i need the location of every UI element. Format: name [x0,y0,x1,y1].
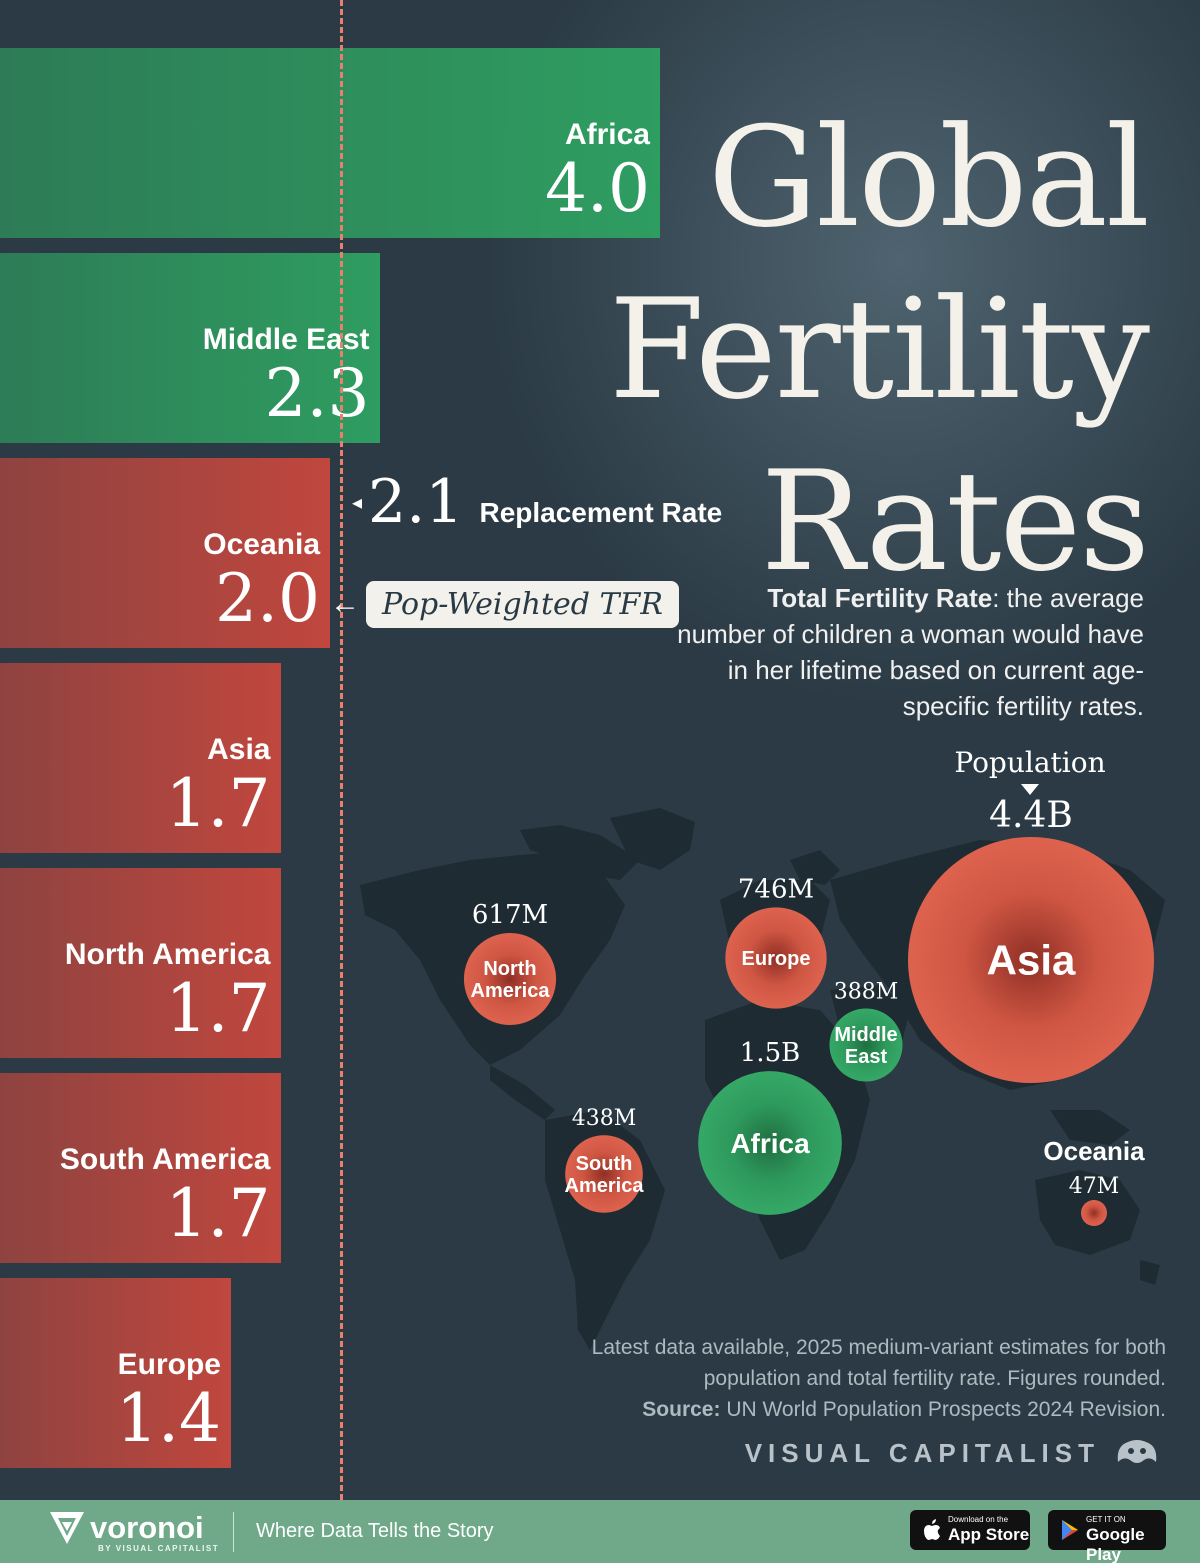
left-arrow-icon: ◂ [352,491,363,514]
bar-value-label: 2.0 [215,560,320,637]
bar-label: Oceania [203,528,320,561]
voronoi-brand[interactable]: voronoi [90,1510,204,1545]
population-bubble [1081,1200,1107,1226]
definition: Total Fertility Rate: the average number… [674,580,1144,724]
source-line: Source: UN World Population Prospects 20… [546,1394,1166,1425]
footer-divider [233,1512,234,1552]
bubble-europe: 746M Europe [725,874,827,1009]
title-line: Global [707,97,1150,258]
footer-tagline: Where Data Tells the Story [256,1520,494,1542]
title-line: Fertility [608,269,1150,430]
voronoi-brand-sub: BY VISUAL CAPITALIST [98,1544,220,1553]
google-play-label: Google Play [1086,1525,1145,1563]
apple-icon [924,1519,940,1540]
region-label: America [471,980,551,1002]
google-play-small: GET IT ON [1086,1515,1126,1524]
region-label: North [483,958,536,980]
bar-value-label: 1.7 [165,1175,271,1252]
region-label: America [565,1175,645,1197]
region-label: Europe [742,948,811,970]
population-bubble [829,1008,903,1082]
region-label: Oceania [1043,1136,1145,1166]
bar-oceania: Oceania 2.0 [0,458,330,648]
bar-africa: Africa 4.0 [0,48,660,238]
google-play-button[interactable]: GET IT ON Google Play [1048,1510,1166,1563]
pop-weighted-annotation: ← Pop-Weighted TFR [330,578,679,630]
bar-value-label: 2.3 [264,355,370,432]
visual-capitalist-brand: VISUAL CAPITALIST [744,1438,1100,1468]
population-label: 617M [472,900,548,930]
population-label: 4.4B [989,795,1073,836]
region-label: Africa [730,1128,810,1159]
population-bubble [698,1071,842,1215]
population-label: 388M [834,979,899,1004]
region-label: East [845,1046,888,1068]
population-bubble [725,907,827,1009]
bar-middle-east: Middle East 2.3 [0,253,380,443]
replacement-rate-value: 2.1 [368,467,464,537]
left-arrow-icon: ← [330,587,360,620]
replacement-rate-label: Replacement Rate [479,497,723,528]
visual-capitalist-logo-icon [1117,1440,1157,1463]
footer: voronoi BY VISUAL CAPITALIST Where Data … [0,1500,1200,1563]
bar-label: Asia [207,733,271,766]
population-label: 746M [738,874,814,904]
bubble-oceania: 47M Oceania [1043,1136,1145,1226]
population-label: 438M [572,1106,637,1131]
source-text: UN World Population Prospects 2024 Revis… [720,1398,1166,1421]
app-store-label: App Store [948,1525,1030,1544]
app-store-button[interactable]: Download on the App Store [910,1510,1030,1550]
bar-label: North America [64,938,271,971]
bar-value-label: 1.7 [165,765,271,842]
pop-weighted-label: Pop-Weighted TFR [366,580,679,628]
caret-down-icon [1021,784,1039,795]
bubble-africa: 1.5B Africa [698,1038,842,1215]
bar-chart: Africa 4.0 Middle East 2.3 Oceania 2.0 Asia 1.7… [0,48,660,1468]
bar-label: Europe [117,1348,221,1381]
definition-text: : the average number of children a woman… [677,583,1144,721]
population-bubble [565,1135,643,1213]
population-bubble-map: 4.4BAsia1.5BAfrica746MEurope617MNorthAme… [360,795,1165,1350]
title-line: Rates [760,441,1150,602]
bar-value-label: 1.7 [165,970,271,1047]
population-bubble [908,837,1154,1083]
population-label: 1.5B [740,1038,800,1068]
google-play-icon [1062,1520,1078,1540]
replacement-rate-line [340,0,343,1500]
bar-europe: Europe 1.4 [0,1278,231,1468]
source-note: Latest data available, 2025 medium-varia… [546,1332,1166,1425]
population-bubble [463,932,557,1026]
bar-label: South America [59,1143,271,1176]
definition-term: Total Fertility Rate [767,583,993,613]
region-label: Middle [834,1024,897,1046]
page-title: Global Fertility Rates [608,92,1150,608]
bar-asia: Asia 1.7 [0,663,281,853]
bubble-asia: 4.4B Asia [908,795,1154,1083]
region-label: Asia [987,937,1076,984]
population-header: Population [954,746,1106,779]
source-label: Source: [642,1398,721,1421]
bar-value-label: 1.4 [116,1380,221,1457]
population-label: 47M [1069,1174,1120,1199]
source-caption: Latest data available, 2025 medium-varia… [591,1336,1166,1390]
bar-north-america: North America 1.7 [0,868,281,1058]
replacement-rate-annotation: ◂ 2.1 Replacement Rate [352,462,722,542]
bar-value-label: 4.0 [545,150,650,227]
bar-label: Africa [564,118,650,151]
app-store-small: Download on the [948,1515,1009,1524]
bar-south-america: South America 1.7 [0,1073,281,1263]
region-label: South [576,1153,633,1175]
voronoi-logo-icon[interactable] [48,1508,86,1548]
